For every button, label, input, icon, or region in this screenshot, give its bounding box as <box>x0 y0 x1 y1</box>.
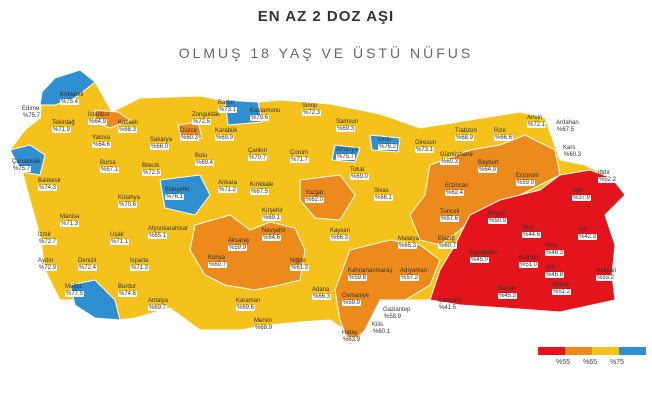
label-tokat: Tokat %69.0 <box>350 167 370 180</box>
label-mersin: Mersin %68.9 <box>254 318 274 331</box>
label-antalya: Antalya %69.7 <box>148 298 169 311</box>
label-mardin: Mardin %45.3 <box>498 286 518 299</box>
label-trabzon: Trabzon %68.9 <box>455 128 477 141</box>
label-bitlis: Bitlis %46.3 <box>545 243 565 256</box>
map-subtitle: OLMUŞ 18 YAŞ VE ÜSTÜ NÜFUS <box>178 45 474 61</box>
region-red-east <box>429 169 626 313</box>
label-hatay: Hatay %63.9 <box>342 330 362 343</box>
label-corum: Çorum %71.7 <box>290 150 310 163</box>
legend-swatch-yellow <box>592 347 619 355</box>
label-batman: Batman %51.0 <box>519 255 540 268</box>
label-van: Van %42.3 <box>578 227 598 240</box>
label-aydin: Aydın %72.9 <box>38 258 58 271</box>
label-bayburt: Bayburt %64.0 <box>478 160 499 173</box>
label-kirsehir: Kırşehir %69.1 <box>262 208 283 221</box>
legend-swatch-red <box>538 347 565 355</box>
region-yozgat <box>299 174 356 221</box>
label-rize: Rize %66.6 <box>494 128 514 141</box>
label-cankiri: Çankırı %70.7 <box>248 148 268 161</box>
label-aksaray: Aksaray %59.9 <box>228 238 250 251</box>
label-usak: Uşak %71.1 <box>110 232 130 245</box>
label-malatya: Malatya %65.3 <box>398 236 420 249</box>
label-sinop: Sinop %72.3 <box>302 103 322 116</box>
region-mugla <box>69 279 121 321</box>
legend-label-65: %65 <box>583 359 598 366</box>
region-central-orange <box>189 214 306 291</box>
label-bingol: Bingöl %50.9 <box>488 211 508 224</box>
label-elazig: Elazığ %60.7 <box>438 236 458 249</box>
label-kirikkale: Kırıkkale %67.5 <box>250 182 274 195</box>
legend-swatch-blue <box>619 347 646 355</box>
label-gaziantep: Gaziantep %58.9 <box>383 307 411 320</box>
label-isparta: Isparta %71.3 <box>130 258 150 271</box>
label-eskisehir: Eskişehir %76.1 <box>165 187 190 200</box>
label-ankara: Ankara %71.2 <box>218 180 238 193</box>
label-osmaniye: Osmaniye %59.9 <box>342 293 370 306</box>
label-sirnak: Şırnak %51.2 <box>552 282 572 295</box>
label-istanbul: İstanbul %64.9 <box>88 112 110 125</box>
label-nevsehir: Nevşehir %64.6 <box>262 228 286 241</box>
label-kocaeli: Kocaeli %68.3 <box>118 120 138 133</box>
label-duzce: Düzce %60.3 <box>180 128 200 141</box>
label-afyonkarahisar: Afyonkarahisar %65.1 <box>148 226 189 239</box>
region-kirklareli-edirne <box>39 69 96 106</box>
label-kilis: Kilis %60.1 <box>372 322 392 335</box>
label-bolu: Bolu %69.4 <box>195 153 215 166</box>
label-kirklareli: Kırklareli %75.4 <box>60 92 84 105</box>
label-denizli: Denizli %72.4 <box>78 258 98 271</box>
label-amasya: Amasya %75.7 <box>336 147 358 160</box>
label-bilecik: Bilecik %72.5 <box>142 163 162 176</box>
label-erzincan: Erzincan %62.4 <box>445 183 469 196</box>
label-kastamonu: Kastamonu %79.6 <box>250 108 281 121</box>
label-edirne: Edirne %75.7 <box>22 106 42 119</box>
label-ordu: Ordu %76.2 <box>378 137 398 150</box>
label-igdir: Iğdır %52.2 <box>598 170 618 183</box>
label-mugla: Muğla %77.5 <box>65 284 85 297</box>
label-ardahan: Ardahan %67.5 <box>556 120 579 133</box>
label-zonguldak: Zonguldak %72.5 <box>192 112 221 125</box>
label-kahramanmaras: Kahramanmaraş %59.8 <box>348 268 393 281</box>
label-karabuk: Karabük %69.9 <box>215 128 238 141</box>
label-hakkari: Hakkari %53.2 <box>596 268 617 281</box>
label-kutahya: Kütahya %70.6 <box>118 195 141 208</box>
label-nigde: Niğde %61.3 <box>290 258 310 271</box>
label-canakkale: Çanakkale %75.7 <box>12 159 41 172</box>
label-samsun: Samsun %69.3 <box>336 119 359 132</box>
label-yalova: Yalova %64.6 <box>92 135 112 148</box>
label-siirt: Siirt %46.8 <box>545 265 565 278</box>
label-izmir: İzmir %72.7 <box>38 232 58 245</box>
label-adiyaman: Adıyaman %57.2 <box>400 268 428 281</box>
label-sivas: Sivas %66.1 <box>374 188 394 201</box>
label-erzurum: Erzurum %59.0 <box>516 173 539 186</box>
label-sakarya: Sakarya %66.0 <box>150 137 173 150</box>
label-artvin: Artvin %72.1 <box>527 115 547 128</box>
label-burdur: Burdur %74.6 <box>118 284 138 297</box>
label-manisa: Manisa %71.3 <box>60 214 80 227</box>
legend-swatch-orange <box>565 347 592 355</box>
label-yozgat: Yozgat %62.0 <box>305 190 325 203</box>
label-mus: Muş %44.6 <box>522 225 542 238</box>
label-karaman: Karaman %69.6 <box>236 298 261 311</box>
label-konya: Konya %60.7 <box>208 255 228 268</box>
legend-label-55: %55 <box>556 359 571 366</box>
label-tekirdag: Tekirdağ %71.9 <box>52 120 75 133</box>
label-adana: Adana %66.3 <box>312 287 332 300</box>
map-title: EN AZ 2 DOZ AŞI <box>257 8 395 25</box>
label-gumushane: Gümüşhane %60.3 <box>440 152 473 165</box>
label-bursa: Bursa %67.1 <box>100 160 120 173</box>
label-diyarbakir: Diyarbakır %45.0 <box>470 250 498 263</box>
label-kayseri: Kayseri %66.3 <box>330 228 351 241</box>
label-balikesir: Balıkesir %74.3 <box>38 178 62 191</box>
label-agri: Ağrı %37.9 <box>572 188 592 201</box>
region-eskisehir <box>159 174 211 216</box>
label-kars: Kars %60.3 <box>563 145 583 158</box>
legend-label-75: %75 <box>610 359 625 366</box>
label-bartin: Bartın %73.1 <box>218 100 238 113</box>
label-sanliurfa: Şanlıurfa %41.5 <box>438 298 463 311</box>
label-tunceli: Tunceli %57.6 <box>440 209 460 222</box>
label-giresun: Giresun %73.1 <box>415 140 437 153</box>
